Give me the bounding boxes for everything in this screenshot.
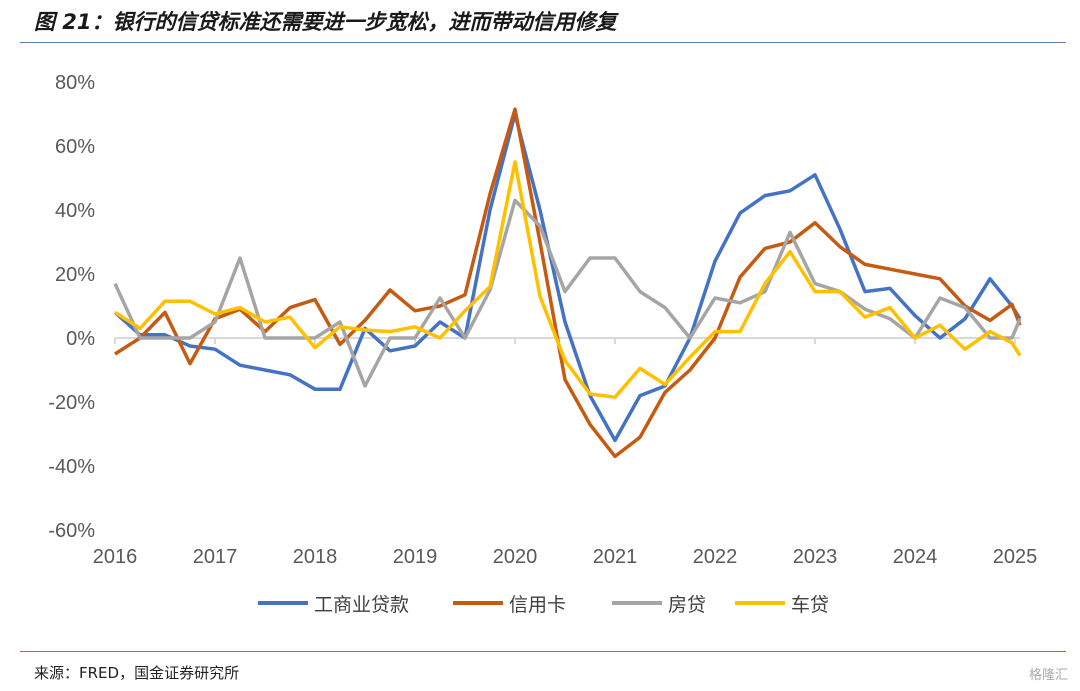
y-tick-label: -60% [48, 520, 95, 542]
series-line [113, 112, 1022, 443]
y-tick-label: 40% [55, 200, 95, 222]
y-tick-label: -20% [48, 392, 95, 414]
x-tick-label: 2025 [993, 546, 1038, 568]
series-line [114, 160, 1022, 399]
legend-label: 信用卡 [509, 594, 566, 616]
y-tick-label: 60% [55, 136, 95, 158]
legend-label: 车贷 [791, 594, 829, 616]
source-note: 来源：FRED，国金证券研究所 [34, 664, 240, 682]
x-tick-label: 2016 [93, 546, 138, 568]
series-line [113, 198, 1022, 388]
y-tick-label: -40% [48, 456, 95, 478]
watermark: 格隆汇 [1028, 668, 1068, 683]
legend-label: 房贷 [668, 594, 706, 616]
x-tick-label: 2018 [293, 546, 338, 568]
x-tick-label: 2020 [493, 546, 538, 568]
series-line [114, 107, 1022, 459]
x-tick-label: 2022 [693, 546, 738, 568]
x-tick-label: 2019 [393, 546, 438, 568]
y-tick-label: 80% [55, 72, 95, 94]
x-tick-label: 2023 [793, 546, 838, 568]
y-tick-label: 20% [55, 264, 95, 286]
x-tick-label: 2017 [193, 546, 238, 568]
bottom-divider [20, 651, 1066, 652]
x-tick-label: 2021 [593, 546, 638, 568]
y-tick-label: 0% [66, 328, 95, 350]
top-divider [20, 42, 1066, 43]
chart-title: 图 21：银行的信贷标准还需要进一步宽松，进而带动信用修复 [34, 10, 617, 34]
legend-label: 工商业贷款 [314, 594, 409, 616]
x-tick-label: 2024 [893, 546, 938, 568]
